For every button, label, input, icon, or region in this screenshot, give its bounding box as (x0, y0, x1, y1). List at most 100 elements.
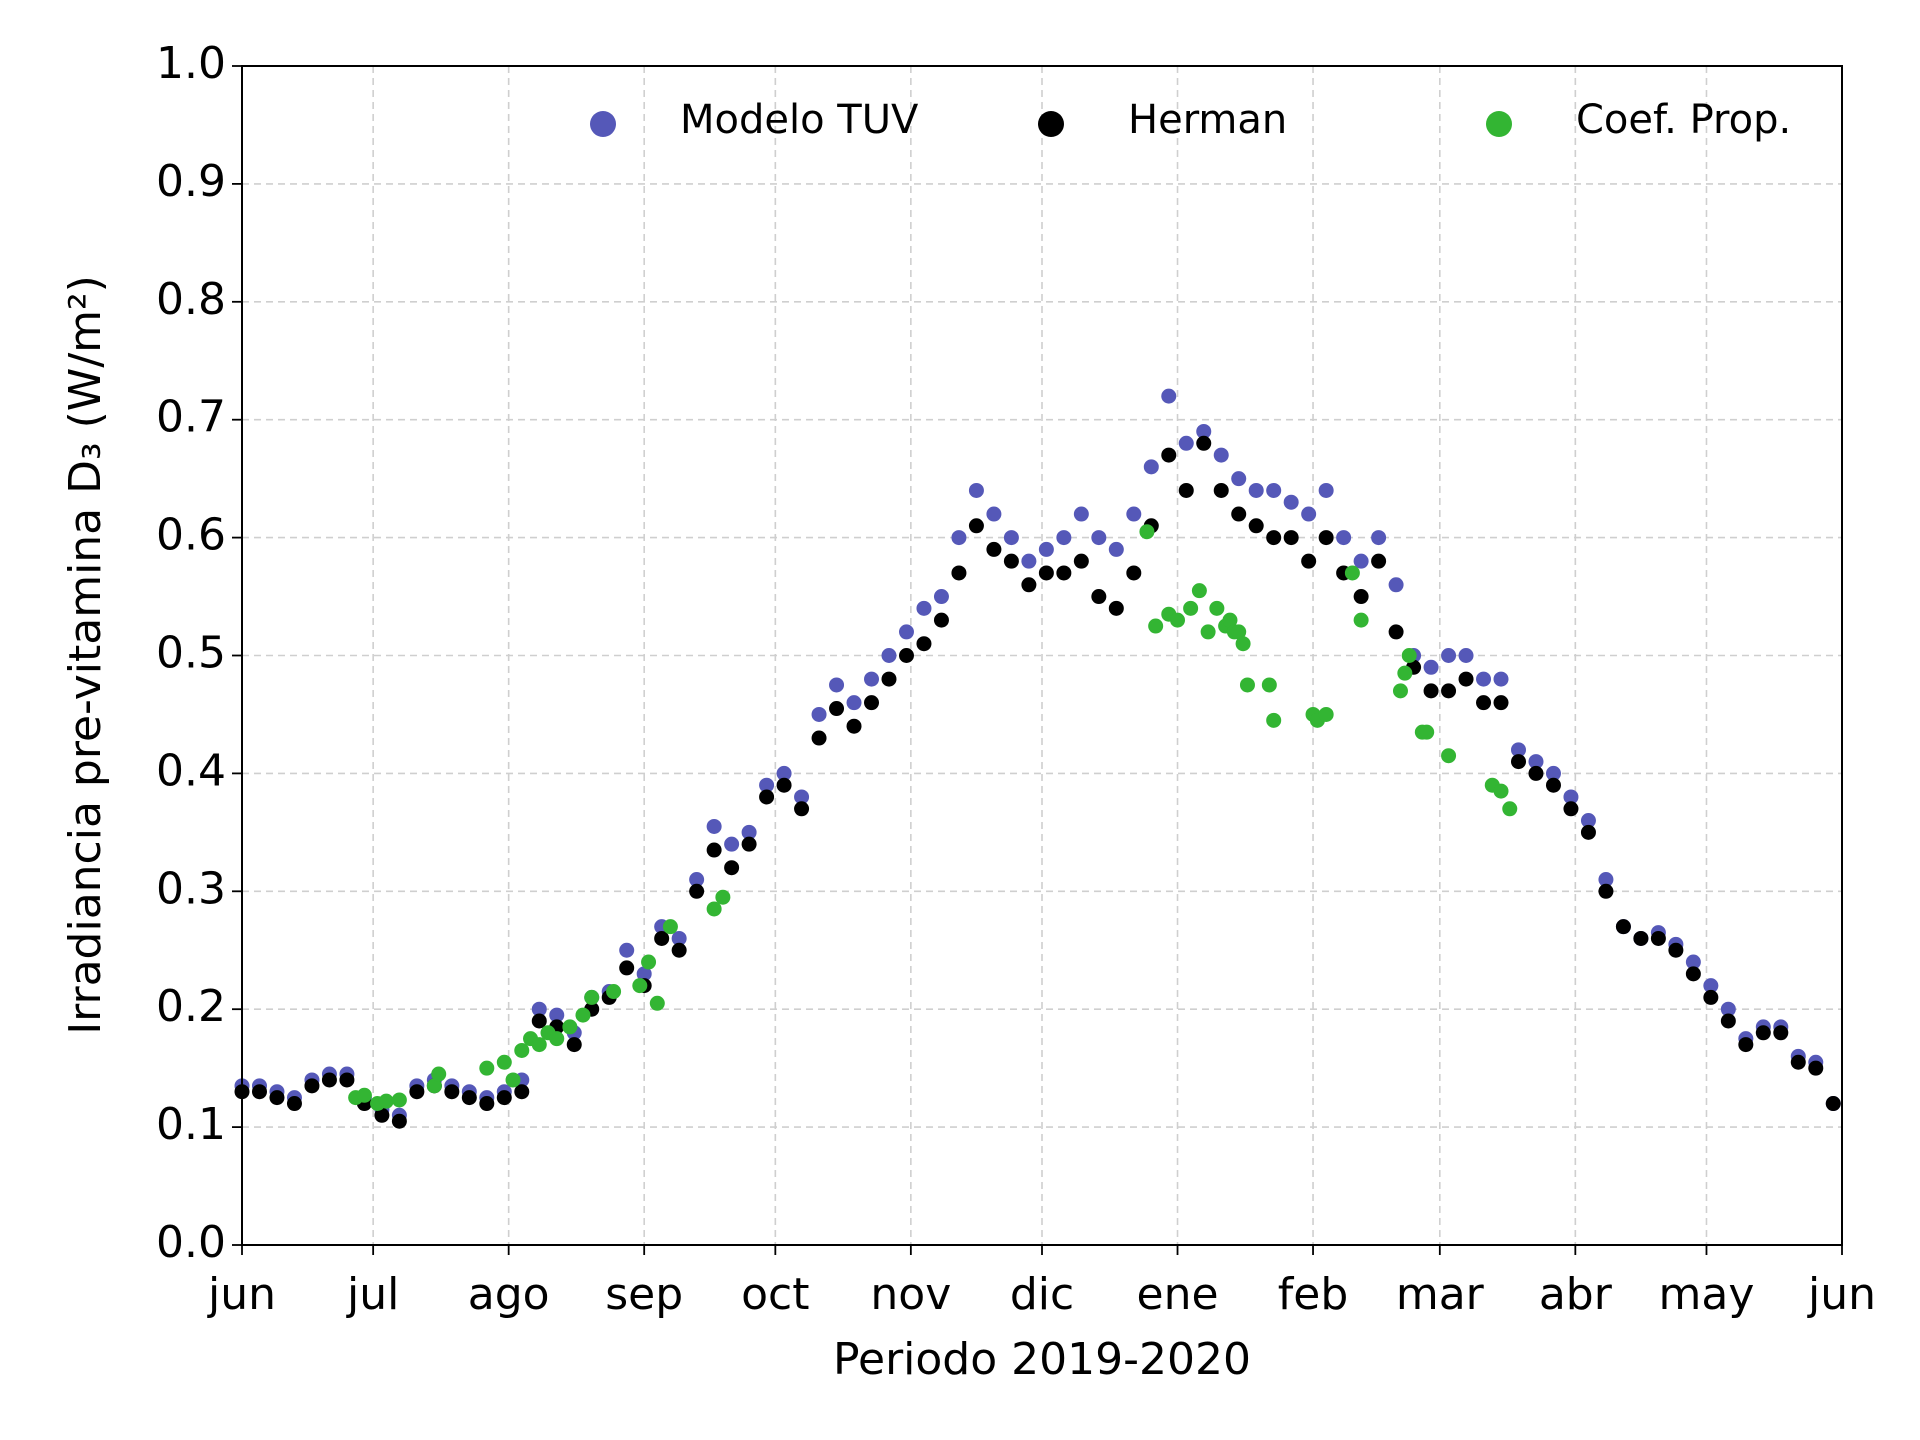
point (1790, 1054, 1806, 1070)
point (846, 718, 862, 734)
point (1283, 530, 1299, 546)
point (1401, 648, 1417, 663)
point (864, 671, 880, 687)
point (1476, 671, 1492, 687)
point (251, 1084, 267, 1100)
point (1441, 748, 1457, 764)
point (1191, 583, 1207, 599)
point (951, 530, 967, 546)
point (1126, 506, 1142, 522)
point (479, 1060, 495, 1076)
point (811, 706, 827, 722)
x-tick-label: jul (346, 1269, 399, 1320)
point (1038, 541, 1054, 557)
point (1423, 683, 1439, 699)
point (1615, 919, 1631, 935)
point (606, 984, 622, 1000)
legend-marker (1486, 111, 1512, 137)
y-axis-label: Irradiancia pre-vitamina D₃ (W/m²) (60, 275, 111, 1035)
point (1493, 671, 1509, 687)
series (234, 435, 1841, 1129)
point (1703, 989, 1719, 1005)
point (1126, 565, 1142, 581)
y-tick-label: 1.0 (156, 38, 226, 89)
y-tick-label: 0.2 (156, 981, 226, 1032)
point (968, 518, 984, 534)
point (584, 989, 600, 1005)
point (1344, 565, 1360, 581)
point (759, 777, 775, 793)
point (479, 1096, 495, 1112)
point (1056, 530, 1072, 546)
point (1563, 789, 1579, 805)
point (689, 883, 705, 899)
legend-label: Modelo TUV (680, 97, 919, 143)
point (1301, 553, 1317, 569)
point (706, 842, 722, 858)
point (741, 824, 757, 840)
point (1685, 954, 1701, 970)
point (933, 612, 949, 628)
x-tick-label: nov (870, 1269, 951, 1320)
point (1423, 659, 1439, 675)
point (1231, 624, 1247, 640)
y-tick-label: 0.7 (156, 392, 226, 443)
point (1231, 506, 1247, 522)
point (1021, 553, 1037, 569)
point (715, 889, 731, 905)
x-tick-label: oct (741, 1269, 809, 1320)
point (1196, 435, 1212, 451)
point (1493, 695, 1509, 711)
y-tick-label: 0.0 (156, 1217, 226, 1268)
point (706, 901, 722, 917)
point (1353, 612, 1369, 628)
plot-frame (241, 65, 1843, 1246)
x-axis-label: Periodo 2019-2020 (833, 1334, 1251, 1385)
x-tick-label: sep (605, 1269, 683, 1320)
point (1318, 482, 1334, 498)
point (1108, 600, 1124, 616)
point (1458, 671, 1474, 687)
point (1703, 978, 1719, 994)
point (269, 1090, 285, 1106)
point (1371, 530, 1387, 546)
point (1108, 541, 1124, 557)
point (1231, 471, 1247, 487)
point (811, 730, 827, 746)
point (986, 541, 1002, 557)
point (641, 954, 657, 970)
point (1598, 872, 1614, 888)
point (1353, 553, 1369, 569)
point (514, 1084, 530, 1100)
point (1213, 482, 1229, 498)
point (689, 872, 705, 888)
point (356, 1087, 372, 1103)
point (1668, 942, 1684, 958)
point (531, 1037, 547, 1053)
point (426, 1078, 442, 1094)
point (1056, 565, 1072, 581)
y-tick-label: 0.1 (156, 1099, 226, 1150)
point (496, 1090, 512, 1106)
point (916, 636, 932, 652)
point (1825, 1096, 1841, 1112)
point (1178, 435, 1194, 451)
point (566, 1037, 582, 1053)
point (864, 695, 880, 711)
point (619, 942, 635, 958)
legend-label: Coef. Prop. (1576, 97, 1791, 143)
point (391, 1113, 407, 1129)
legend-marker (590, 111, 616, 137)
point (1580, 813, 1596, 829)
point (391, 1092, 407, 1108)
point (1545, 777, 1561, 793)
point (531, 1013, 547, 1029)
point (632, 978, 648, 994)
point (649, 995, 665, 1011)
point (1003, 553, 1019, 569)
point (1720, 1001, 1736, 1017)
point (724, 860, 740, 876)
point (951, 565, 967, 581)
point (881, 648, 897, 663)
point (741, 836, 757, 852)
